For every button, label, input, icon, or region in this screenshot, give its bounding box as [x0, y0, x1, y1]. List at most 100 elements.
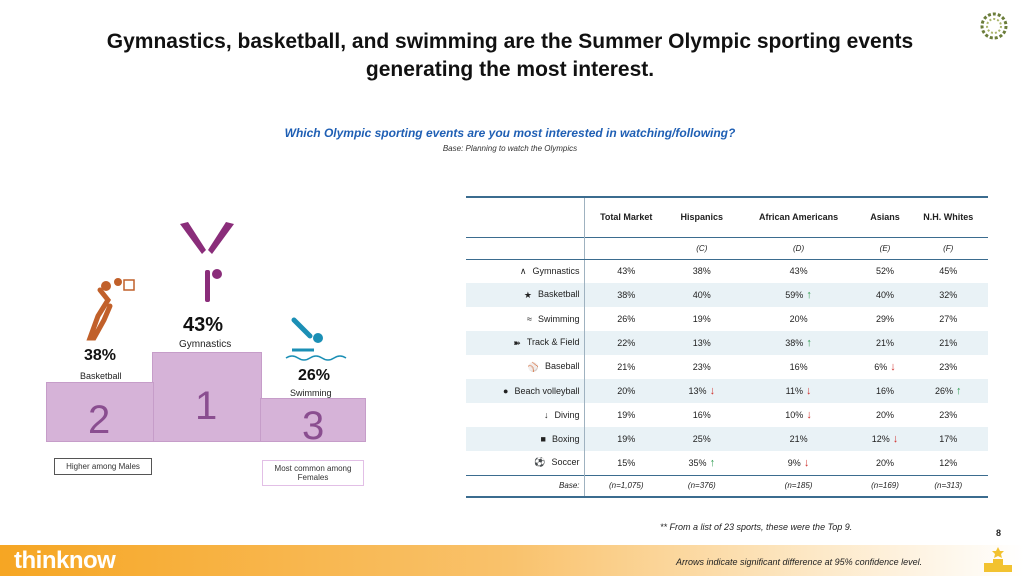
table-cell: 23% — [668, 355, 736, 379]
cell-value: 21% — [939, 338, 958, 348]
table-cell: 19% — [584, 403, 668, 427]
gymnastics-icon — [180, 222, 234, 302]
cell-value: 40% — [692, 290, 711, 300]
cell-value: 59% — [785, 290, 804, 300]
sport-name: Swimming — [537, 313, 580, 324]
cell-value: 20% — [617, 386, 636, 396]
table-cell: 20% — [862, 451, 909, 475]
col-letter — [584, 236, 668, 260]
third-place-label: Swimming — [290, 388, 332, 398]
header-blank — [466, 196, 585, 237]
base-note: Base: Planning to watch the Olympics — [442, 144, 578, 153]
cell-value: 45% — [939, 266, 958, 277]
table-cell: 13% ↓ — [668, 379, 736, 403]
arrow-up-icon: ↑ — [803, 337, 812, 349]
table-cell: 38% ↑ — [735, 331, 862, 355]
row-label: ⚾ Baseball — [466, 355, 585, 379]
table-cell: 20% — [584, 379, 668, 403]
col-header: Total Market — [584, 196, 668, 237]
table-row: ➽ Track & Field 22% 13% 38% ↑ 21% 21% — [466, 331, 988, 355]
base-row: Base: (n=1,075) (n=376) (n=185) (n=169) (n=31… — [466, 474, 988, 498]
table-cell: 32% — [908, 283, 988, 307]
base-value: (n=169) — [861, 474, 909, 498]
row-label: ∧ Gymnastics — [466, 259, 585, 283]
table-cell: 6% ↓ — [862, 355, 909, 379]
table-cell: 21% — [735, 427, 862, 451]
soccer-icon: ⚽ — [534, 457, 546, 468]
cell-value: 23% — [939, 410, 958, 420]
arrow-up-icon: ↑ — [706, 456, 716, 469]
cell-value: 40% — [875, 290, 894, 300]
footnote: ** From a list of 23 sports, these were … — [660, 522, 853, 532]
table-cell: 20% — [862, 403, 909, 427]
table-row: ⚽ Soccer 15% 35% ↑ 9% ↓ 20% 12% — [466, 451, 988, 475]
boxing-icon: ■ — [540, 434, 546, 445]
cell-value: 15% — [617, 457, 636, 468]
sport-name: Beach volleyball — [514, 385, 580, 396]
col-letter: (D) — [735, 236, 862, 260]
cell-value: 19% — [617, 434, 636, 444]
letters-blank — [466, 236, 585, 260]
table-cell: 13% — [668, 331, 736, 355]
sport-name: Gymnastics — [532, 265, 580, 276]
swimming-icon: ≈ — [527, 314, 532, 325]
diving-icon: ↓ — [543, 410, 549, 421]
table-row: ∧ Gymnastics 43% 38% 43% 52% 45% — [466, 259, 988, 283]
cell-value: 13% — [688, 386, 707, 396]
table-row: ⚾ Baseball 21% 23% 16% 6% ↓ 23% — [466, 355, 988, 379]
table-cell: 43% — [736, 259, 862, 283]
cell-value: 6% — [874, 362, 888, 372]
cell-value: 21% — [875, 338, 894, 348]
sport-name: Baseball — [544, 361, 580, 372]
table-row: ■ Boxing 19% 25% 21% 12% ↓ 17% — [466, 427, 988, 451]
table-header-row: Total Market Hispanics African Americans… — [466, 196, 988, 237]
cell-value: 20% — [875, 410, 894, 420]
table-cell: 19% — [668, 307, 736, 331]
cell-value: 29% — [875, 314, 894, 324]
table-cell: 23% — [908, 355, 988, 379]
arrows-note: Arrows indicate significant difference a… — [676, 557, 923, 567]
cell-value: 26% — [617, 314, 636, 324]
cell-value: 20% — [875, 457, 894, 468]
table-cell: 20% — [736, 307, 862, 331]
arrow-up-icon: ↑ — [952, 385, 962, 397]
brand-logo: thinknow — [14, 547, 116, 574]
table-cell: 27% — [908, 307, 988, 331]
arrow-up-icon: ↑ — [803, 289, 812, 301]
arrow-down-icon: ↓ — [800, 456, 810, 469]
table-cell: 26% ↑ — [908, 379, 988, 403]
cell-value: 43% — [617, 266, 636, 277]
col-header: Asians — [861, 196, 909, 237]
row-label: ■ Boxing — [466, 427, 585, 451]
beach-volleyball-icon: ● — [503, 386, 509, 397]
row-label: ★ Basketball — [466, 283, 585, 307]
gymnastics-icon: ∧ — [519, 265, 527, 276]
table-cell: 21% — [908, 331, 988, 355]
podium-graphic: 43% Gymnastics 38% Basketball 26% Swimmi… — [40, 190, 370, 486]
table-cell: 16% — [736, 355, 862, 379]
cell-value: 43% — [789, 266, 808, 277]
laurel-wreath-icon — [980, 12, 1008, 40]
cell-value: 32% — [939, 290, 958, 300]
table-cell: 40% — [668, 283, 736, 307]
note-males: Higher among Males — [54, 458, 152, 475]
table-row: ↓ Diving 19% 16% 10% ↓ 20% 23% — [466, 403, 988, 427]
table-cell: 59% ↑ — [735, 283, 862, 307]
cell-value: 52% — [875, 266, 894, 277]
table-cell: 45% — [908, 259, 988, 283]
second-place-pct: 38% — [84, 347, 117, 364]
cell-value: 22% — [617, 338, 636, 348]
cell-value: 35% — [688, 457, 707, 468]
col-header: Hispanics — [668, 196, 736, 237]
cell-value: 20% — [789, 314, 808, 324]
table-cell: 21% — [584, 355, 668, 379]
cell-value: 23% — [939, 362, 958, 372]
table-cell: 19% — [584, 427, 668, 451]
table-cell: 43% — [584, 259, 668, 283]
sport-name: Track & Field — [526, 337, 580, 348]
podium-step-third — [260, 398, 366, 442]
survey-question: Which Olympic sporting events are you mo… — [284, 126, 736, 140]
base-value: (n=376) — [668, 474, 736, 498]
baseball-icon: ⚾ — [527, 361, 539, 372]
col-header: African Americans — [735, 196, 862, 237]
